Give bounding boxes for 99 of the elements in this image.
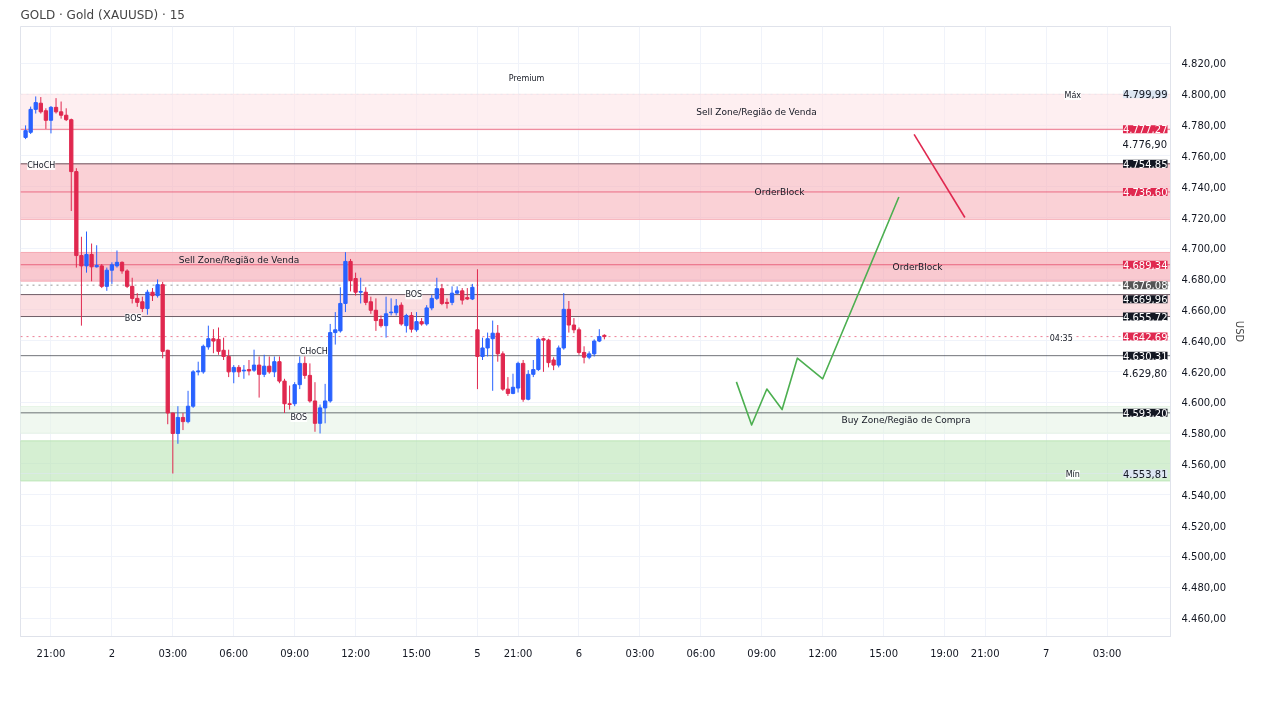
y-tick-label: 4.620,00 — [1181, 366, 1227, 378]
x-tick-label: 21:00 — [36, 647, 66, 659]
annotation: 4.629,80 — [1122, 367, 1168, 379]
band-label: Buy Zone/Região de Compra — [841, 414, 971, 425]
candlestick — [114, 249, 120, 269]
candlestick — [262, 354, 267, 378]
x-tick-label: 03:00 — [158, 647, 188, 659]
candlestick — [89, 243, 94, 282]
candlestick — [231, 364, 236, 384]
y-tick-label: 4.820,00 — [1181, 58, 1227, 70]
x-tick-label: 06:00 — [219, 647, 249, 659]
candlestick — [383, 296, 389, 339]
candlestick — [155, 278, 160, 299]
candlestick — [399, 301, 404, 327]
candlestick — [246, 359, 252, 376]
ref-line-label: 4.669,96 — [1122, 294, 1168, 306]
x-tick-label: 03:00 — [625, 647, 655, 659]
y-tick-label: 4.640,00 — [1181, 335, 1227, 347]
y-tick-label: 4.500,00 — [1181, 551, 1227, 563]
annotation: Mín — [1065, 470, 1080, 480]
candlestick — [94, 244, 99, 269]
x-tick-label: 19:00 — [930, 647, 959, 659]
y-tick-label: 4.580,00 — [1181, 428, 1227, 440]
x-tick-label: 5 — [474, 647, 481, 659]
band-label: Sell Zone/Região de Venda — [178, 255, 300, 266]
candlestick — [175, 405, 181, 445]
annotation: Premium — [508, 73, 545, 83]
y-tick-label: 4.680,00 — [1181, 274, 1227, 286]
candlestick — [251, 349, 257, 373]
ref-line-label: 4.676,08 — [1122, 280, 1168, 292]
candlestick — [373, 297, 379, 332]
band-label: OrderBlock — [754, 186, 806, 197]
x-tick-label: 2 — [108, 647, 116, 659]
candlestick — [358, 277, 363, 304]
annotation: CHoCH — [299, 346, 328, 356]
x-tick-label: 15:00 — [402, 647, 431, 659]
annotation: BOS — [290, 413, 308, 423]
x-tick-label: 6 — [575, 647, 583, 659]
y-tick-label: 4.760,00 — [1181, 150, 1227, 162]
annotation: 04:35 — [1049, 334, 1073, 344]
candlestick — [43, 107, 49, 130]
x-tick-label: 12:00 — [808, 647, 838, 659]
candlestick — [99, 263, 104, 289]
y-tick-label: 4.480,00 — [1181, 582, 1227, 594]
y-tick-label: 4.600,00 — [1181, 397, 1227, 409]
candlestick — [439, 283, 445, 306]
band-label: Sell Zone/Região de Venda — [696, 107, 817, 118]
ref-line-label: 4.777,27 — [1122, 124, 1168, 136]
y-tick-label: 4.740,00 — [1181, 181, 1227, 193]
x-tick-label: 09:00 — [280, 647, 310, 659]
annotation: CHoCH — [27, 161, 56, 171]
candlestick — [414, 311, 419, 333]
candlestick — [409, 311, 414, 334]
y-tick-label: 4.720,00 — [1181, 212, 1227, 224]
chart-title: GOLD · Gold (XAUUSD) · 15 — [20, 7, 185, 22]
candlestick — [317, 404, 323, 434]
x-tick-label: 09:00 — [747, 647, 777, 659]
x-tick-label: 21:00 — [503, 647, 533, 659]
y-tick-label: 4.800,00 — [1181, 89, 1227, 101]
annotation: Máx — [1064, 90, 1082, 100]
candlestick — [180, 412, 186, 431]
x-tick-label: 7 — [1042, 647, 1050, 659]
y-tick-label: 4.540,00 — [1181, 489, 1227, 501]
y-tick-label: 4.780,00 — [1181, 120, 1227, 132]
ref-line-label: 4.799,99 — [1122, 89, 1168, 101]
candlestick — [576, 326, 582, 356]
ref-line-label: 4.553,81 — [1122, 468, 1168, 480]
candlestick — [272, 355, 277, 378]
candlestick — [109, 261, 115, 285]
ref-line-label: 4.689,34 — [1122, 259, 1168, 271]
ref-line-label: 4.655,72 — [1122, 311, 1168, 323]
y-tick-label: 4.660,00 — [1181, 304, 1227, 316]
candlestick — [48, 105, 54, 134]
candlestick — [145, 289, 150, 316]
candlestick — [449, 285, 455, 306]
ref-line-label: 4.630,31 — [1122, 350, 1168, 362]
candlestick — [256, 355, 262, 399]
candlestick — [84, 231, 89, 274]
x-tick-label: 03:00 — [1092, 647, 1122, 659]
x-tick-label: 12:00 — [341, 647, 371, 659]
y-tick-label: 4.560,00 — [1181, 458, 1227, 470]
y-tick-label: 4.460,00 — [1181, 613, 1227, 625]
candlestick — [241, 364, 247, 380]
x-tick-label: 15:00 — [869, 647, 899, 659]
ref-line-label: 4.736,60 — [1122, 186, 1168, 198]
band-label: OrderBlock — [892, 261, 944, 272]
x-tick-label: 06:00 — [686, 647, 716, 659]
y-tick-label: 4.700,00 — [1181, 243, 1227, 255]
y-tick-label: 4.520,00 — [1181, 520, 1227, 532]
candlestick — [58, 101, 64, 120]
y-axis-title: USD — [1234, 320, 1246, 343]
ref-line-label: 4.642,69 — [1122, 331, 1168, 343]
annotation: BOS — [405, 290, 423, 300]
annotation: BOS — [124, 313, 142, 323]
annotation: 4.776,90 — [1122, 138, 1168, 150]
ref-line-label: 4.593,20 — [1122, 407, 1168, 419]
x-tick-label: 21:00 — [970, 647, 1000, 659]
candlestick — [404, 313, 409, 334]
ref-line-label: 4.754,85 — [1122, 158, 1168, 170]
